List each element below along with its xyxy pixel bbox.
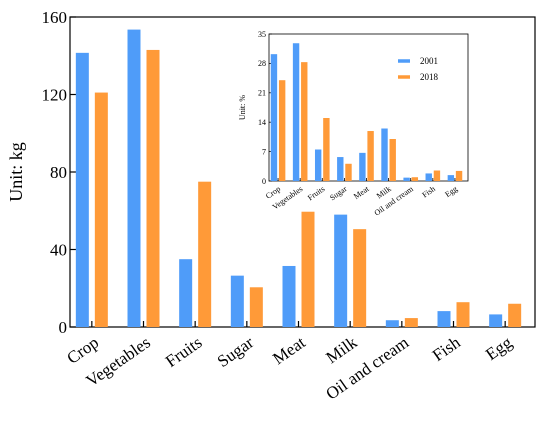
inset-bar-2001-fish — [425, 173, 432, 181]
inset-bar-2001-crop — [270, 54, 278, 181]
main-bar-2018-milk — [353, 229, 367, 327]
main-ytick-label: 80 — [50, 163, 67, 182]
main-bar-2001-fish — [437, 311, 451, 327]
main-bar-2018-vegetables — [146, 49, 160, 327]
inset-category-label: Fruits — [306, 184, 326, 202]
main-category-label: Fish — [429, 332, 464, 365]
main-bar-2001-sugar — [230, 275, 244, 327]
inset-bar-2018-vegetables — [301, 62, 308, 181]
inset-bar-2001-meat — [359, 152, 366, 181]
inset-bar-2018-sugar — [345, 163, 352, 181]
inset-ytick-label: 35 — [258, 30, 266, 39]
inset-ytick-label: 0 — [262, 177, 266, 186]
main-bar-2001-milk — [334, 214, 348, 327]
main-category-label: Sugar — [214, 333, 258, 372]
main-category-label: Milk — [322, 332, 360, 367]
main-bar-2018-egg — [508, 303, 522, 327]
main-category-label: Crop — [63, 333, 102, 368]
main-bar-2018-oil-and-cream — [404, 318, 418, 327]
inset-bar-2001-fruits — [314, 149, 322, 181]
main-bar-2018-meat — [301, 211, 315, 327]
main-ytick-label: 120 — [42, 85, 68, 104]
inset-bar-2001-oil-and-cream — [403, 177, 410, 181]
inset-bar-2018-milk — [389, 139, 396, 181]
main-bar-2001-meat — [282, 265, 296, 327]
inset-bar-2001-egg — [447, 175, 455, 181]
inset-category-label: Sugar — [328, 184, 349, 202]
inset-y-axis-label: Unit: % — [238, 95, 247, 120]
inset-bar-2018-fish — [433, 170, 441, 181]
inset-bar-2018-egg — [455, 170, 463, 181]
inset-legend: 2001 2018 — [398, 56, 439, 82]
inset-category-label: Egg — [443, 184, 459, 199]
inset-bar-2018-fruits — [323, 118, 330, 181]
inset-ytick-label: 7 — [262, 147, 266, 156]
inset-bar-2001-sugar — [337, 157, 344, 181]
inset-bar-2018-meat — [367, 131, 374, 181]
main-bar-2001-egg — [489, 314, 503, 327]
main-category-label: Egg — [482, 332, 516, 364]
main-bar-2018-crop — [94, 92, 108, 327]
main-bar-2001-oil-and-cream — [385, 320, 399, 327]
main-bar-2001-vegetables — [127, 29, 141, 327]
main-bar-2018-fish — [456, 302, 470, 327]
main-ytick-label: 0 — [59, 318, 68, 337]
main-category-label: Meat — [269, 333, 309, 369]
inset-ytick-label: 21 — [258, 89, 266, 98]
legend-label-2018: 2018 — [420, 72, 439, 82]
inset-bar-2001-milk — [381, 128, 388, 181]
inset-bar-2001-vegetables — [292, 43, 300, 181]
inset-category-label: Fish — [421, 184, 437, 199]
main-bar-2001-crop — [75, 52, 89, 327]
main-bar-2018-fruits — [198, 181, 212, 327]
inset-ytick-label: 14 — [258, 118, 266, 127]
main-ytick-label: 40 — [50, 240, 67, 259]
main-ytick-label: 160 — [42, 8, 68, 27]
main-bar-2018-sugar — [249, 287, 263, 327]
inset-bar-2018-oil-and-cream — [411, 177, 419, 181]
legend-label-2001: 2001 — [420, 56, 438, 66]
main-y-axis-label: Unit: kg — [6, 142, 26, 202]
main-bar-2001-fruits — [179, 259, 193, 327]
inset-category-label: Meat — [352, 184, 371, 201]
main-category-label: Fruits — [162, 333, 205, 371]
inset-ytick-label: 28 — [258, 59, 266, 68]
inset-bar-2018-crop — [278, 80, 286, 181]
